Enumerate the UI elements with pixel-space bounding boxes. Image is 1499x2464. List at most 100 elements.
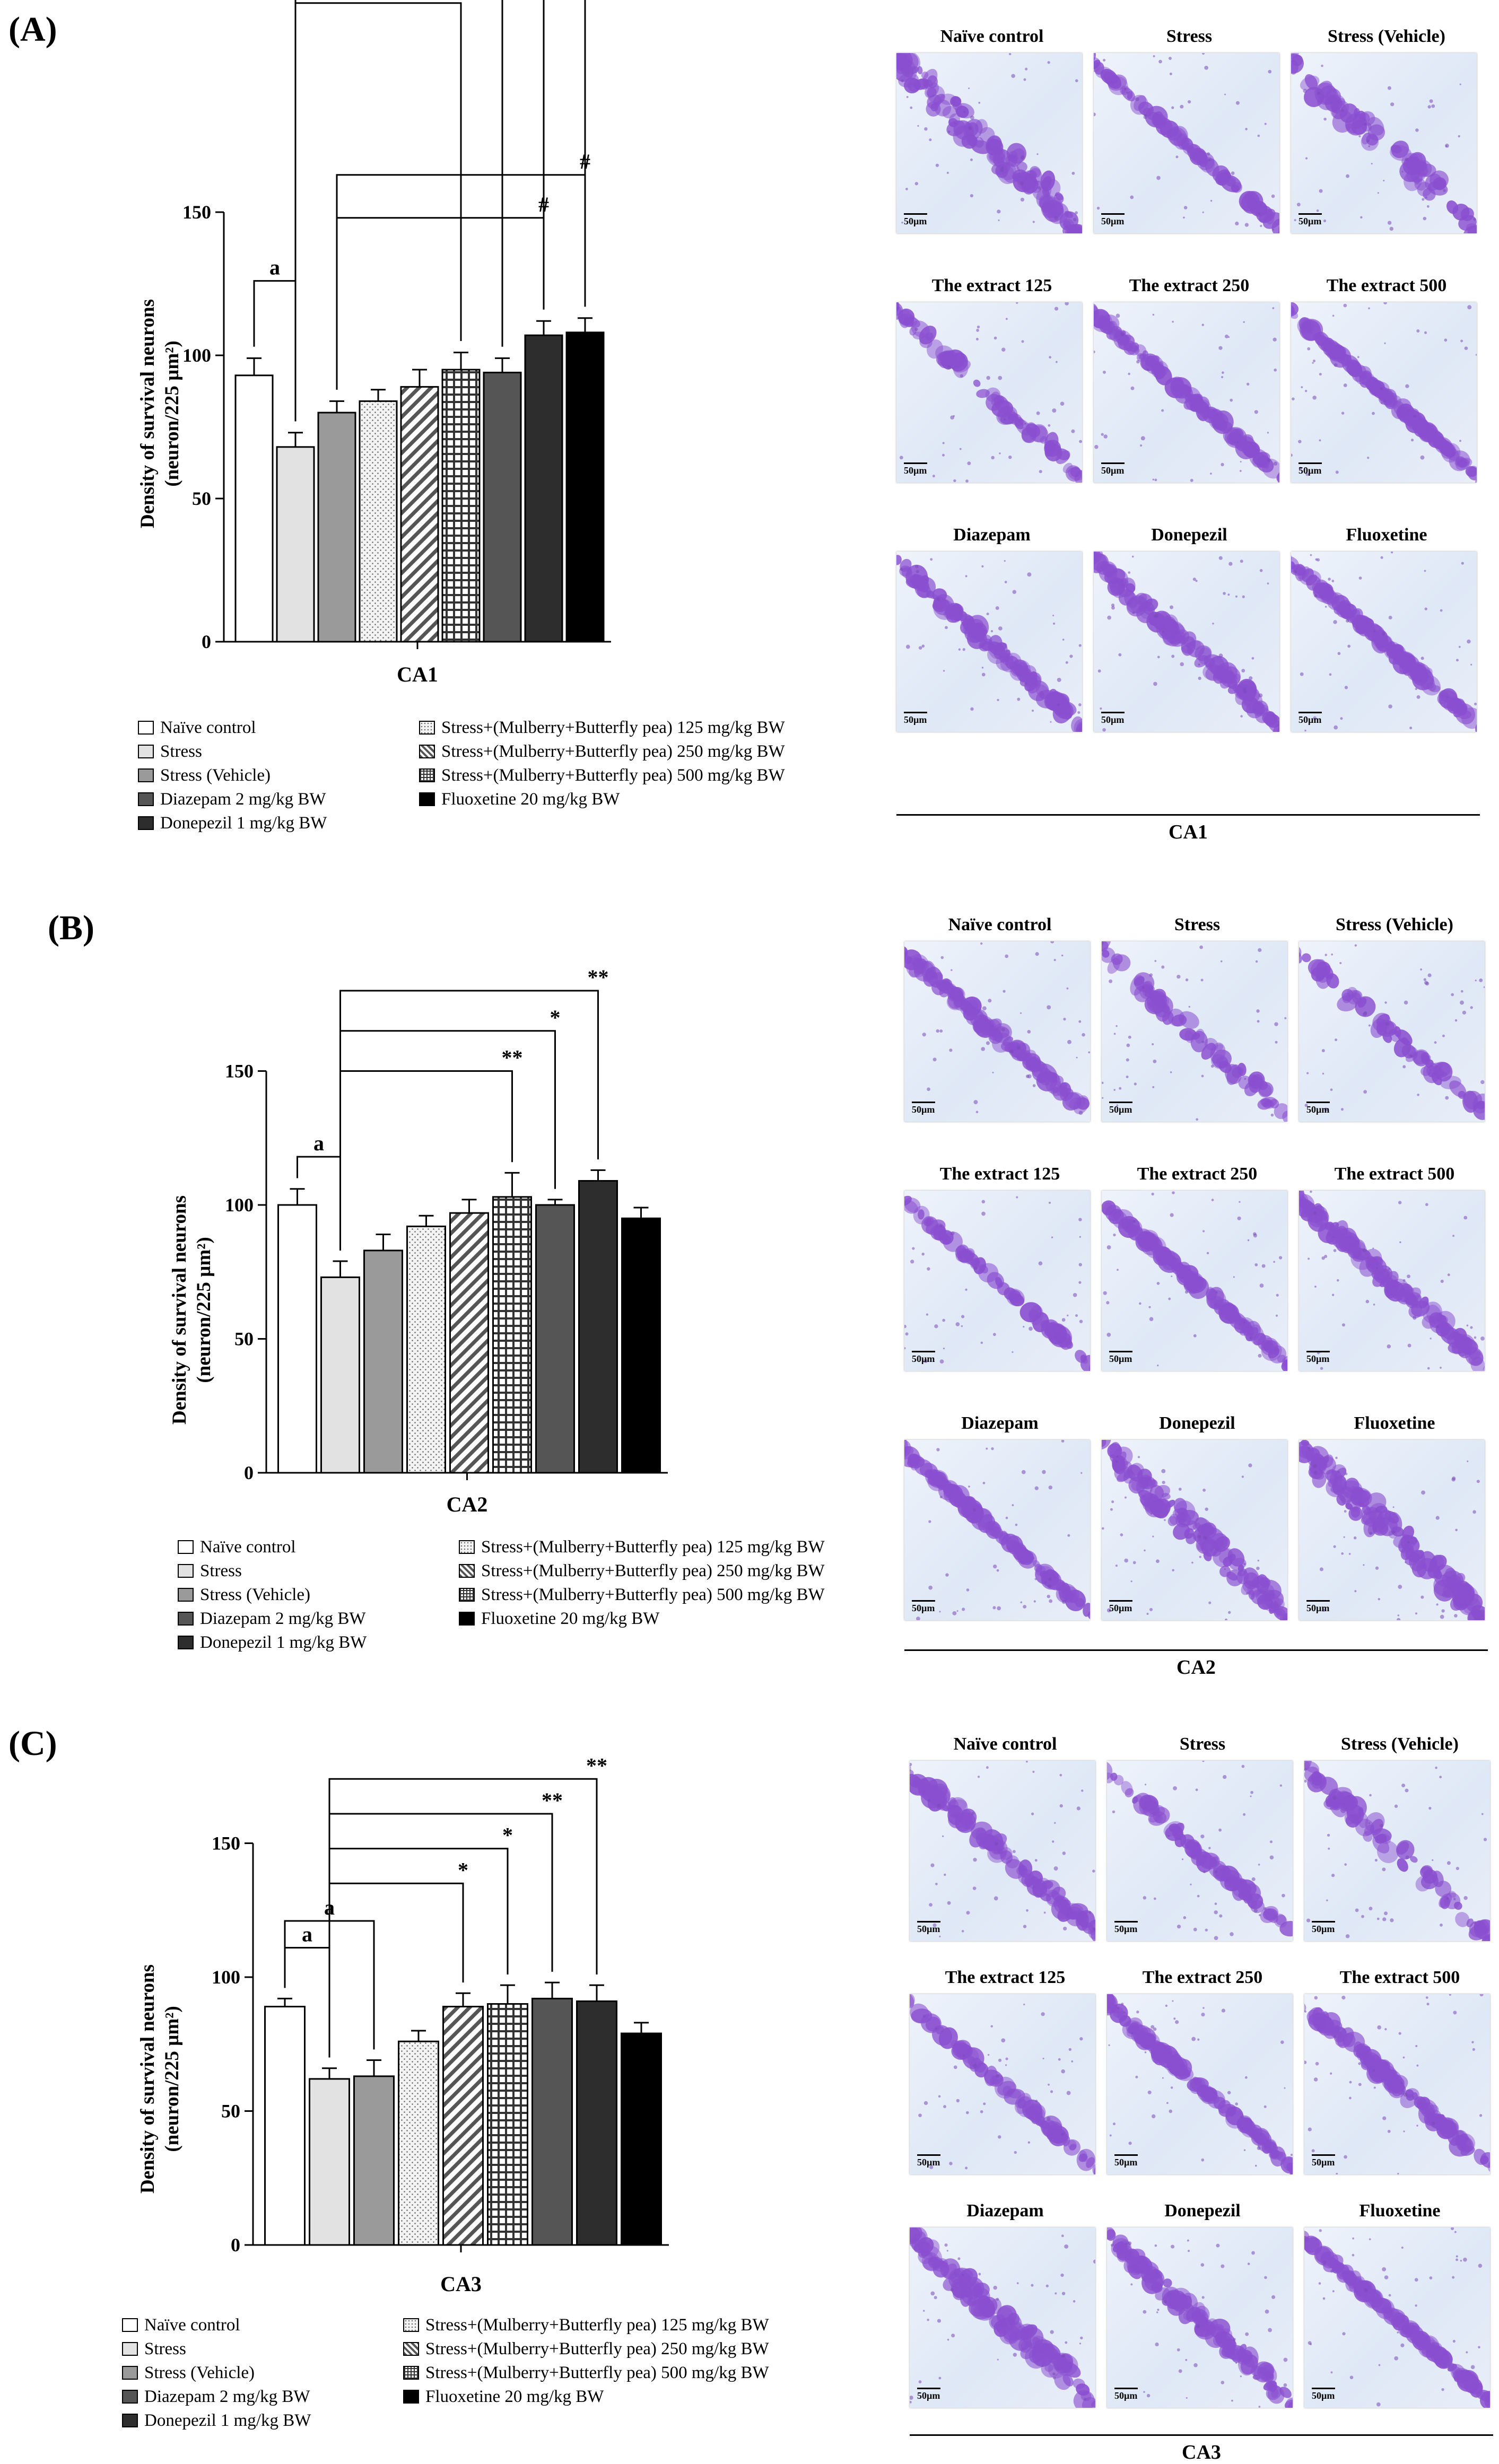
stain-speck [1401, 171, 1403, 172]
stain-speck [1115, 1460, 1118, 1463]
stain-speck [936, 164, 939, 167]
stain-speck [1331, 2371, 1333, 2373]
legend-label: Stress+(Mulberry+Butterfly pea) 500 mg/k… [425, 2363, 769, 2382]
stain-speck [1358, 2062, 1361, 2065]
stain-speck [916, 1617, 920, 1620]
stain-speck [1271, 1114, 1274, 1117]
stain-speck [960, 448, 962, 450]
stain-speck [1219, 653, 1223, 658]
stain-speck [1415, 2304, 1417, 2306]
stain-speck [1235, 2102, 1238, 2105]
stain-speck [1240, 715, 1243, 718]
stain-speck [1127, 1044, 1130, 1047]
legend-swatch [459, 1588, 475, 1602]
stain-speck [1103, 59, 1105, 62]
stain-speck [1019, 181, 1024, 186]
stain-speck [1440, 1367, 1442, 1369]
stain-speck [952, 1611, 956, 1615]
stain-speck [981, 1047, 985, 1051]
stain-speck [1128, 1036, 1131, 1039]
stain-speck [1128, 373, 1130, 375]
stain-speck [1363, 1090, 1367, 1094]
stain-speck [1196, 1118, 1198, 1121]
stain-speck [1148, 2091, 1152, 2094]
stain-speck [1113, 1234, 1115, 1236]
stain-speck [1135, 97, 1139, 101]
stain-speck [1190, 479, 1193, 482]
stain-speck [1204, 66, 1208, 70]
legend-label: Stress+(Mulberry+Butterfly pea) 125 mg/k… [425, 2316, 769, 2335]
scale-bar: 50µm [912, 1104, 935, 1115]
stain-speck [1481, 1813, 1484, 1815]
stain-speck [1046, 2285, 1049, 2287]
stain-speck [1276, 1294, 1279, 1297]
stain-speck [1405, 158, 1408, 161]
stain-speck [1073, 2300, 1076, 2303]
stain-speck [1472, 1510, 1476, 1514]
stain-speck [1241, 2116, 1243, 2118]
stain-speck [1177, 1925, 1181, 1928]
stain-speck [1102, 728, 1106, 732]
stain-speck [1078, 703, 1082, 706]
stain-speck [1445, 145, 1448, 147]
stain-speck [1201, 2013, 1205, 2016]
stain-speck [1350, 2375, 1354, 2379]
legend-item: Stress+(Mulberry+Butterfly pea) 250 mg/k… [459, 1559, 825, 1583]
stain-speck [1342, 2332, 1345, 2335]
stain-speck [1183, 216, 1185, 219]
stain-speck [1459, 440, 1461, 442]
scale-bar: 50µm [1306, 1353, 1329, 1365]
stain-speck [1420, 1596, 1424, 1599]
scale-bar: 50µm [1306, 1603, 1329, 1614]
micrograph-image: 50µm [904, 1191, 1090, 1371]
stain-speck [1106, 1333, 1111, 1337]
stain-speck [1223, 592, 1226, 595]
stain-speck [942, 1836, 944, 1837]
stain-speck [1164, 1519, 1166, 1521]
stain-speck [1067, 1040, 1071, 1044]
legend-item: Stress [178, 1559, 242, 1583]
stain-speck [1480, 1336, 1485, 1341]
stain-speck [1258, 135, 1260, 137]
stain-speck [1189, 1006, 1190, 1008]
stain-speck [1054, 1822, 1056, 1824]
stain-speck [1172, 1569, 1174, 1571]
micrograph-image: 50µm [896, 302, 1082, 483]
stain-speck [1048, 1577, 1052, 1581]
stain-speck [1210, 200, 1212, 202]
stain-speck [1243, 1563, 1246, 1566]
stain-speck [1202, 53, 1205, 55]
stain-speck [1026, 1074, 1030, 1078]
stain-speck [1078, 1218, 1082, 1221]
stain-speck [1193, 2363, 1198, 2367]
stain-speck [1208, 1847, 1210, 1849]
legend-swatch [419, 745, 435, 758]
y-tick-label: 100 [225, 1194, 254, 1216]
micrograph-image: 50µm [904, 1440, 1090, 1620]
stain-speck [1319, 189, 1323, 193]
micrograph-image: 50µm [1094, 552, 1279, 732]
stain-speck [1242, 596, 1245, 598]
stained-neuron [1338, 98, 1345, 106]
stain-speck [1082, 1033, 1085, 1037]
stain-speck [1202, 324, 1204, 326]
legend-swatch [403, 2390, 419, 2404]
stain-speck [1079, 1236, 1081, 1238]
stain-speck [1126, 92, 1128, 94]
stain-speck [1304, 730, 1306, 732]
legend-label: Stress+(Mulberry+Butterfly pea) 500 mg/k… [441, 766, 785, 785]
stain-speck [988, 2054, 989, 2056]
stain-speck [914, 328, 918, 331]
stain-speck [1373, 630, 1375, 632]
stain-speck [1036, 153, 1038, 155]
stain-speck [1284, 2358, 1288, 2362]
legend-item: Naïve control [138, 716, 256, 740]
stain-speck [1428, 973, 1432, 977]
stain-speck [1128, 2241, 1131, 2245]
stain-speck [1126, 1076, 1129, 1078]
stain-speck [1415, 2278, 1418, 2282]
legend-label: Donepezil 1 mg/kg BW [160, 814, 327, 833]
stain-speck [1054, 216, 1058, 220]
stain-speck [1222, 2008, 1225, 2012]
